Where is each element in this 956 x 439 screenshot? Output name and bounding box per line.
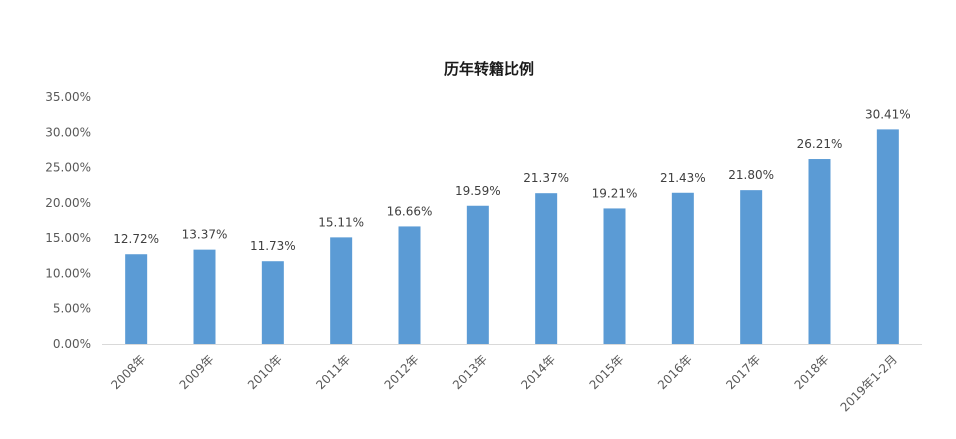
data-label: 12.72% <box>113 232 159 246</box>
x-tick-label: 2011年 <box>313 352 353 392</box>
data-label: 11.73% <box>250 239 296 253</box>
bar <box>261 261 284 344</box>
y-tick-label: 10.00% <box>45 266 91 280</box>
x-tick-label: 2017年 <box>723 352 763 392</box>
y-tick-label: 15.00% <box>45 231 91 245</box>
data-label: 19.21% <box>592 186 638 200</box>
x-tick-label: 2009年 <box>177 352 217 392</box>
data-label: 15.11% <box>318 215 364 229</box>
x-tick-label: 2013年 <box>450 352 490 392</box>
bar <box>876 129 899 344</box>
data-label: 21.80% <box>728 168 774 182</box>
data-label: 26.21% <box>797 137 843 151</box>
x-tick-label: 2018年 <box>792 352 832 392</box>
x-tick-label: 2015年 <box>587 352 627 392</box>
x-tick-label: 2012年 <box>382 352 422 392</box>
bar <box>125 254 148 344</box>
data-label: 21.43% <box>660 171 706 185</box>
bars-group <box>125 129 899 344</box>
data-label: 13.37% <box>182 228 228 242</box>
x-tick-label: 2019年1-2月 <box>838 352 900 414</box>
bar <box>193 249 216 344</box>
y-tick-label: 25.00% <box>45 161 91 175</box>
x-tick-label: 2014年 <box>518 352 558 392</box>
bar <box>671 192 694 344</box>
data-label: 30.41% <box>865 107 911 121</box>
x-tick-label: 2010年 <box>245 352 285 392</box>
bar <box>330 237 353 344</box>
data-label: 19.59% <box>455 184 501 198</box>
y-tick-label: 0.00% <box>53 337 91 351</box>
y-tick-label: 5.00% <box>53 302 91 316</box>
bar <box>808 159 831 344</box>
bar <box>535 193 558 344</box>
bar <box>740 190 763 344</box>
x-tick-label: 2008年 <box>108 352 148 392</box>
x-axis-ticks: 2008年 2009年 2010年 2011年 2012年 2013年 2014年 2015年… <box>108 352 900 414</box>
x-tick-label: 2016年 <box>655 352 695 392</box>
bar <box>603 208 626 344</box>
y-tick-label: 20.00% <box>45 196 91 210</box>
bar <box>466 205 489 344</box>
chart-title: 历年转籍比例 <box>444 60 534 78</box>
data-label: 16.66% <box>387 204 433 218</box>
data-labels-group: 12.72% 13.37% 11.73% 15.11% 16.66% 19.59% 21.3… <box>113 107 910 253</box>
y-tick-label: 35.00% <box>45 90 91 104</box>
data-label: 21.37% <box>523 171 569 185</box>
bar <box>398 226 421 344</box>
y-tick-label: 30.00% <box>45 125 91 139</box>
y-axis: 0.00% 5.00% 10.00% 15.00% 20.00% 25.00% 30.00%… <box>45 90 91 351</box>
